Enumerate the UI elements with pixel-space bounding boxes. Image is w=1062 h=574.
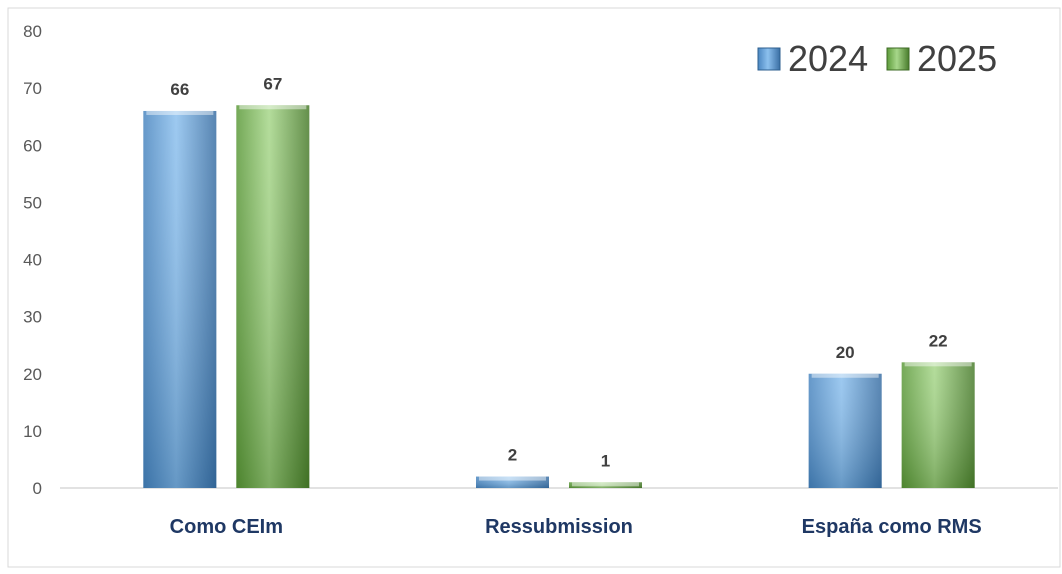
y-tick-label: 80	[23, 22, 42, 41]
bar-bevel	[811, 373, 879, 378]
bar-bevel	[479, 476, 546, 481]
legend-swatch-icon	[886, 47, 910, 71]
y-tick-label: 10	[23, 422, 42, 441]
data-label: 22	[929, 331, 948, 350]
data-label: 66	[170, 80, 189, 99]
data-label: 1	[601, 451, 610, 470]
bar-bevel	[904, 362, 972, 367]
bar-shade	[569, 482, 642, 488]
bars	[143, 105, 975, 488]
y-axis: 0 10 20 30 40 50 60 70 80	[23, 22, 42, 498]
bar-shade	[901, 362, 975, 488]
bar-2025-1	[569, 482, 642, 488]
data-labels: 66 67 2 1 20 22	[170, 74, 947, 470]
y-tick-label: 30	[23, 308, 42, 327]
legend-label: 2024	[788, 38, 868, 79]
y-tick-label: 20	[23, 365, 42, 384]
data-label: 20	[836, 343, 855, 362]
x-axis: Como CEIm Ressubmission España como RMS	[170, 516, 982, 538]
bar-2025-2	[901, 362, 975, 488]
legend-swatch-icon	[757, 47, 781, 71]
y-tick-label: 50	[23, 193, 42, 212]
x-category-label: Ressubmission	[485, 516, 633, 538]
bar-2025-0	[236, 105, 310, 488]
legend-item-2025: 2025	[886, 38, 997, 79]
x-category-label: Como CEIm	[170, 516, 283, 538]
bar-2024-2	[808, 373, 882, 488]
bar-shade	[236, 105, 310, 488]
bar-2024-0	[143, 110, 217, 488]
legend-item-2024: 2024	[757, 38, 868, 79]
bar-2024-1	[476, 476, 549, 488]
y-tick-label: 0	[33, 479, 42, 498]
bar-shade	[808, 373, 882, 488]
bar-shade	[476, 476, 549, 488]
bar-bevel	[572, 482, 639, 487]
plot-border	[7, 7, 1061, 568]
y-tick-label: 60	[23, 136, 42, 155]
legend: 2024 2025	[757, 38, 997, 79]
y-tick-label: 70	[23, 79, 42, 98]
bar-bevel	[146, 110, 214, 115]
data-label: 67	[263, 74, 282, 93]
legend-label: 2025	[917, 38, 997, 79]
bar-bevel	[239, 105, 307, 110]
bar-shade	[143, 110, 217, 488]
x-category-label: España como RMS	[802, 516, 982, 538]
y-tick-label: 40	[23, 251, 42, 270]
data-label: 2	[508, 446, 517, 465]
